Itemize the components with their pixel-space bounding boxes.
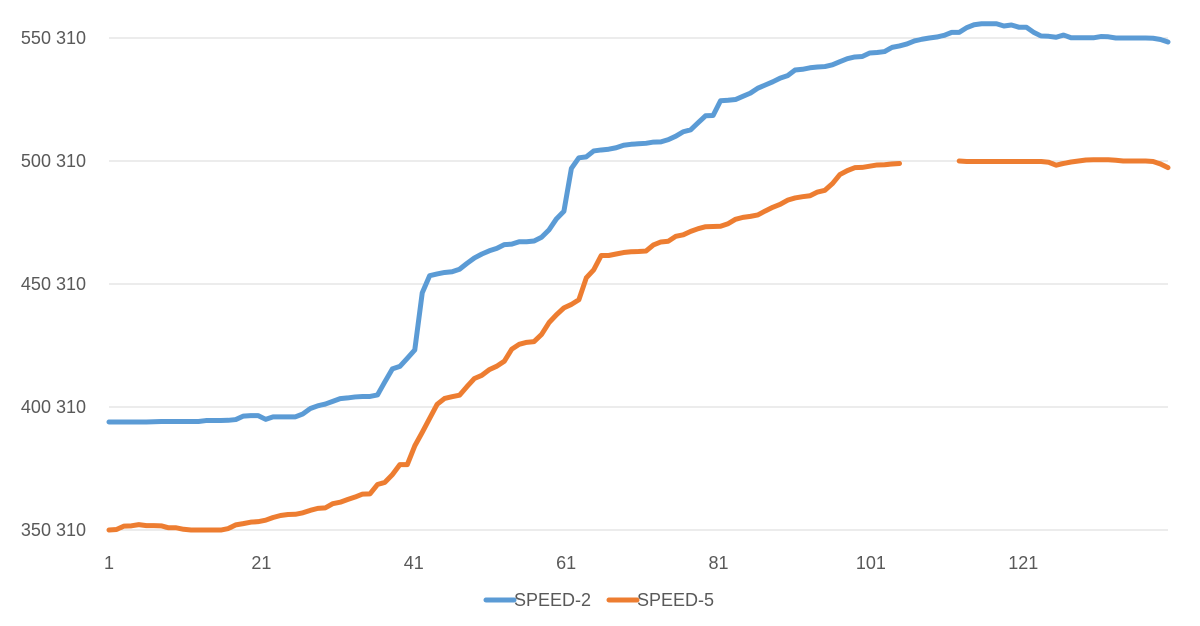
y-tick-label: 350 310: [21, 520, 86, 540]
x-tick-label: 101: [856, 553, 886, 573]
y-tick-label: 400 310: [21, 397, 86, 417]
legend-label-speed-5: SPEED-5: [637, 590, 714, 610]
y-tick-label: 450 310: [21, 274, 86, 294]
x-tick-label: 121: [1008, 553, 1038, 573]
series-line-speed-2: [106, 21, 1171, 425]
y-axis-tick-labels: 350 310 400 310 450 310 500 310 550 310: [21, 28, 86, 540]
legend-label-speed-2: SPEED-2: [514, 590, 591, 610]
x-tick-label: 41: [404, 553, 424, 573]
x-axis-tick-labels: 1 21 41 61 81 101 121: [104, 553, 1038, 573]
y-tick-label: 500 310: [21, 151, 86, 171]
legend: SPEED-2 SPEED-5: [483, 590, 714, 610]
x-tick-label: 1: [104, 553, 114, 573]
series-lines: [106, 21, 1171, 533]
gridlines: [109, 37, 1168, 408]
x-tick-label: 81: [708, 553, 728, 573]
legend-item-speed-5: SPEED-5: [606, 590, 714, 610]
series-line-speed-5: [106, 157, 1171, 533]
legend-item-speed-2: SPEED-2: [483, 590, 591, 610]
y-tick-label: 550 310: [21, 28, 86, 48]
x-tick-label: 21: [251, 553, 271, 573]
x-tick-label: 61: [556, 553, 576, 573]
